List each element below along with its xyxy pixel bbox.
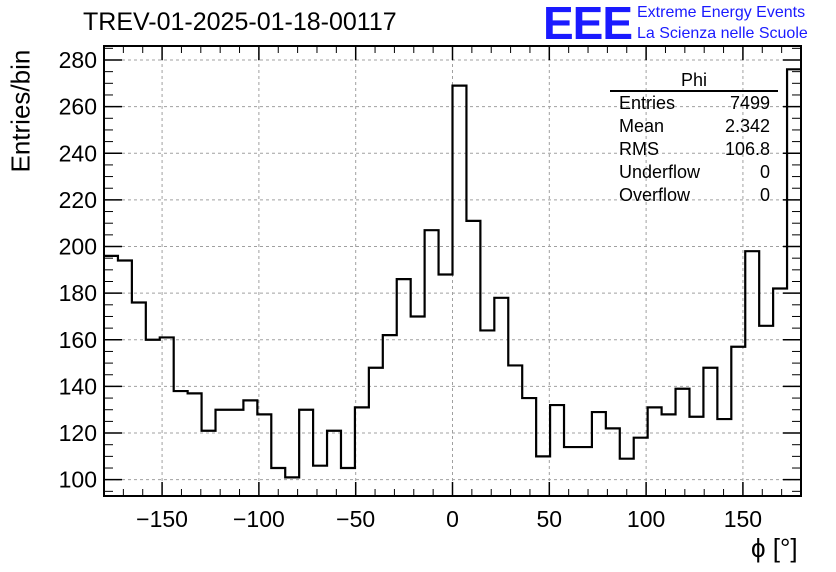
- stats-label: Underflow: [619, 162, 701, 182]
- axis-ticks: [103, 46, 802, 496]
- y-tick-label: 100: [59, 467, 97, 493]
- x-tick-label: 50: [537, 506, 563, 532]
- x-tick-label: −100: [233, 506, 285, 532]
- eee-logo-line2: La Scienza nelle Scuole: [637, 25, 808, 42]
- stats-value: 106.8: [724, 139, 770, 159]
- stats-title: Phi: [610, 68, 778, 92]
- stats-row-entries: Entries 7499: [610, 92, 778, 115]
- stats-label: RMS: [619, 139, 659, 159]
- stats-label: Overflow: [619, 185, 691, 205]
- stats-value: 0: [759, 162, 770, 182]
- y-tick-label: 260: [59, 94, 97, 120]
- x-tick-label: −150: [136, 506, 188, 532]
- y-tick-label: 240: [59, 140, 97, 166]
- eee-logo-line1: Extreme Energy Events: [637, 4, 806, 21]
- y-tick-labels: 100 120 140 160 180 200 220 240 260 280: [59, 47, 97, 493]
- stats-box: Phi Entries 7499 Mean 2.342 RMS 106.8 Un…: [610, 68, 778, 207]
- stats-row-mean: Mean 2.342: [610, 115, 778, 138]
- stats-row-underflow: Underflow 0: [610, 161, 778, 184]
- x-axis-label: ϕ [°]: [751, 533, 798, 563]
- stats-value: 2.342: [724, 116, 770, 136]
- y-tick-label: 280: [59, 47, 97, 73]
- histogram-outline: [104, 68, 801, 479]
- stats-row-overflow: Overflow 0: [610, 184, 778, 207]
- stats-label: Entries: [619, 93, 676, 113]
- y-tick-label: 220: [59, 187, 97, 213]
- x-tick-label: 100: [627, 506, 665, 532]
- y-axis-label: Entries/bin: [5, 49, 36, 173]
- x-tick-label: 150: [724, 506, 762, 532]
- y-tick-label: 160: [59, 327, 97, 353]
- stats-value: 0: [759, 185, 770, 205]
- y-tick-label: 140: [59, 373, 97, 399]
- x-tick-label: −50: [336, 506, 375, 532]
- chart-title: TREV-01-2025-01-18-00117: [83, 8, 397, 36]
- y-tick-label: 200: [59, 234, 97, 260]
- stats-label: Mean: [619, 116, 665, 136]
- stats-value: 7499: [729, 93, 770, 113]
- eee-logo: EEE: [543, 0, 633, 49]
- y-tick-label: 180: [59, 280, 97, 306]
- x-tick-labels: −150 −100 −50 0 50 100 150: [136, 506, 762, 532]
- stats-row-rms: RMS 106.8: [610, 138, 778, 161]
- x-tick-label: 0: [446, 506, 459, 532]
- y-tick-label: 120: [59, 420, 97, 446]
